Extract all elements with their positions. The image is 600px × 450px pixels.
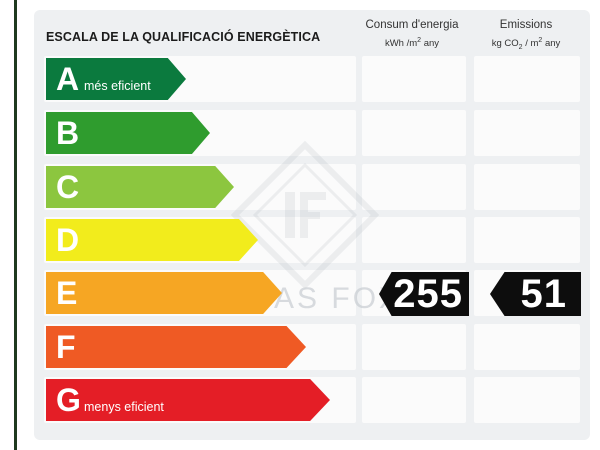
emissions-cell	[474, 110, 580, 156]
class-letter: C	[56, 169, 80, 205]
emissions-cell	[474, 217, 580, 263]
class-letter: B	[56, 115, 80, 151]
consum-cell	[362, 56, 466, 102]
class-letter: G	[56, 382, 81, 418]
emissions-header-title: Emissions	[499, 19, 553, 31]
class-caption: més eficient	[84, 79, 151, 93]
emissions-column-header: Emissions kg CO2 / m2 any	[470, 18, 582, 55]
consum-column-header: Consum d'energia kWh /m2 any	[356, 18, 468, 51]
class-letter: F	[56, 329, 76, 365]
consum-cell	[362, 377, 466, 423]
class-bar-b: B	[46, 112, 210, 154]
class-letter: E	[56, 275, 78, 311]
emissions-rating-indicator: 51	[490, 272, 581, 316]
consum-cell	[362, 164, 466, 210]
class-caption: menys eficient	[84, 400, 164, 414]
class-bar-f: F	[46, 326, 306, 368]
class-bar-a: A més eficient	[46, 58, 186, 100]
class-letter: D	[56, 222, 80, 258]
consum-header-unit: kWh /m2 any	[384, 37, 440, 50]
left-border-line	[14, 0, 17, 450]
watermark-logo	[230, 140, 380, 290]
class-bar-g: G menys eficient	[46, 379, 330, 421]
class-letter: A	[56, 61, 80, 97]
consum-cell	[362, 110, 466, 156]
label-title: ESCALA DE LA QUALIFICACIÓ ENERGÈTICA	[46, 30, 321, 44]
consum-header-title: Consum d'energia	[365, 19, 459, 31]
emissions-cell	[474, 56, 580, 102]
consum-cell	[362, 217, 466, 263]
class-bar-e: E	[46, 272, 282, 314]
emissions-header-unit: kg CO2 / m2 any	[491, 37, 561, 52]
emissions-cell	[474, 164, 580, 210]
consum-cell	[362, 324, 466, 370]
class-bar-c: C	[46, 166, 234, 208]
emissions-cell	[474, 324, 580, 370]
emissions-cell	[474, 377, 580, 423]
consum-rating-indicator: 255	[379, 272, 469, 316]
class-bar-d: D	[46, 219, 258, 261]
